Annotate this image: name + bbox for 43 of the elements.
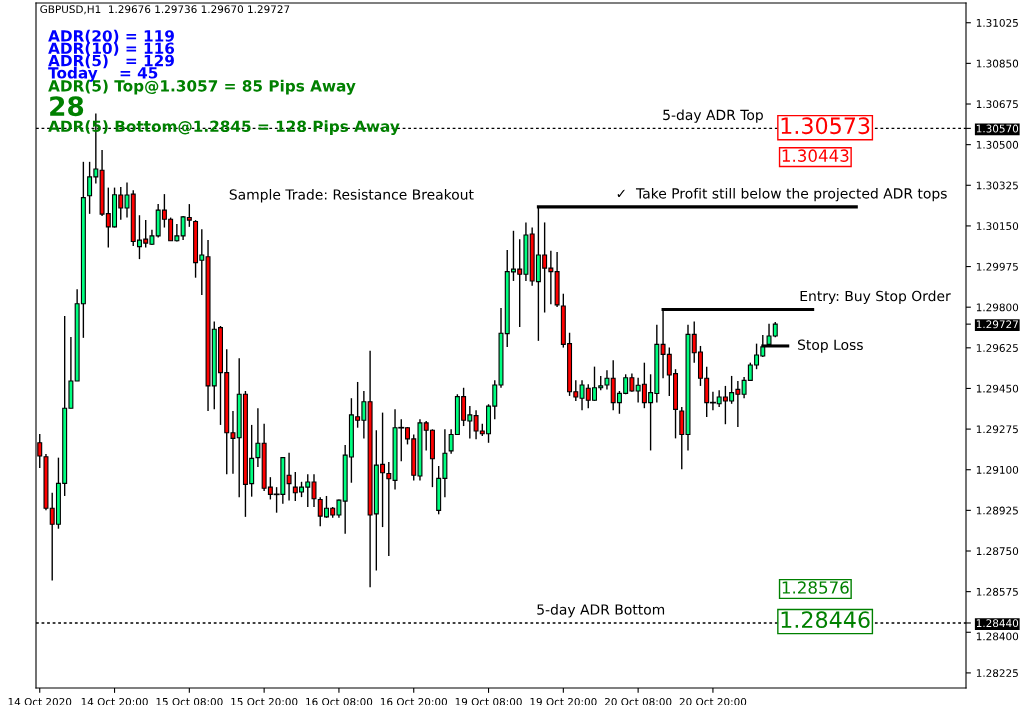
y-tick-label: 1.30325 (976, 181, 1018, 190)
y-tick-label: 1.30675 (976, 100, 1018, 109)
ref-line-label: Entry: Buy Stop Order (800, 290, 951, 304)
y-tick-label: 1.30150 (976, 222, 1019, 231)
ref-line-label: Stop Loss (797, 339, 863, 353)
x-tick-label: 14 Oct 20:00 (81, 697, 148, 705)
y-tick-label: 1.29800 (976, 303, 1019, 312)
y-tick-label: 1.28750 (976, 547, 1019, 556)
y-tick-label: 1.28440 (976, 619, 1019, 628)
x-tick-label: 19 Oct 08:00 (455, 697, 522, 705)
x-tick-label: 19 Oct 20:00 (530, 697, 597, 705)
x-tick-label: 15 Oct 20:00 (231, 697, 298, 705)
y-tick-label: 1.29625 (976, 344, 1018, 352)
y-tick-label: 1.31025 (976, 18, 1018, 27)
y-tick-label: 1.28225 (976, 669, 1018, 678)
ref-line-label: 5-day ADR Bottom (537, 603, 665, 618)
y-tick-label: 1.29727 (976, 320, 1018, 329)
ref-line-label: 5-day ADR Top (663, 109, 763, 123)
x-tick-label: 20 Oct 20:00 (679, 697, 747, 705)
y-tick-label: 1.29100 (976, 465, 1019, 474)
y-tick-label: 1.29450 (976, 384, 1019, 393)
ref-line-label: ✓ Take Profit still below the projected ADR tops (617, 187, 947, 202)
candlestick (255, 407, 261, 468)
y-tick-label: 1.28575 (976, 587, 1018, 596)
chart-title: GBPUSD,H1 1.29676 1.29736 1.29670 1.29727 (40, 5, 290, 15)
x-tick-label: 16 Oct 20:00 (380, 697, 447, 705)
annotation: Sample Trade: Resistance Breakout (229, 189, 474, 203)
x-tick-label: 15 Oct 08:00 (156, 697, 223, 705)
y-tick-label: 1.30850 (976, 59, 1019, 68)
y-tick-label: 1.30570 (976, 124, 1019, 133)
x-tick-label: 14 Oct 2020 (8, 697, 72, 705)
annotation: 1.30443 (782, 149, 849, 162)
y-tick-label: 1.30500 (976, 140, 1019, 149)
y-tick-label: 1.28400 (976, 632, 1019, 641)
x-tick-label: 20 Oct 08:00 (604, 697, 672, 705)
y-tick-label: 1.29275 (976, 425, 1018, 434)
y-tick-label: 1.29975 (976, 262, 1018, 271)
annotation: 1.30573 (781, 117, 870, 135)
annotation: 28 (50, 96, 84, 117)
y-tick-label: 1.28925 (976, 506, 1018, 515)
annotation: 1.28446 (781, 611, 870, 629)
x-tick-label: 16 Oct 08:00 (306, 697, 373, 705)
annotation: 1.28576 (782, 581, 849, 594)
